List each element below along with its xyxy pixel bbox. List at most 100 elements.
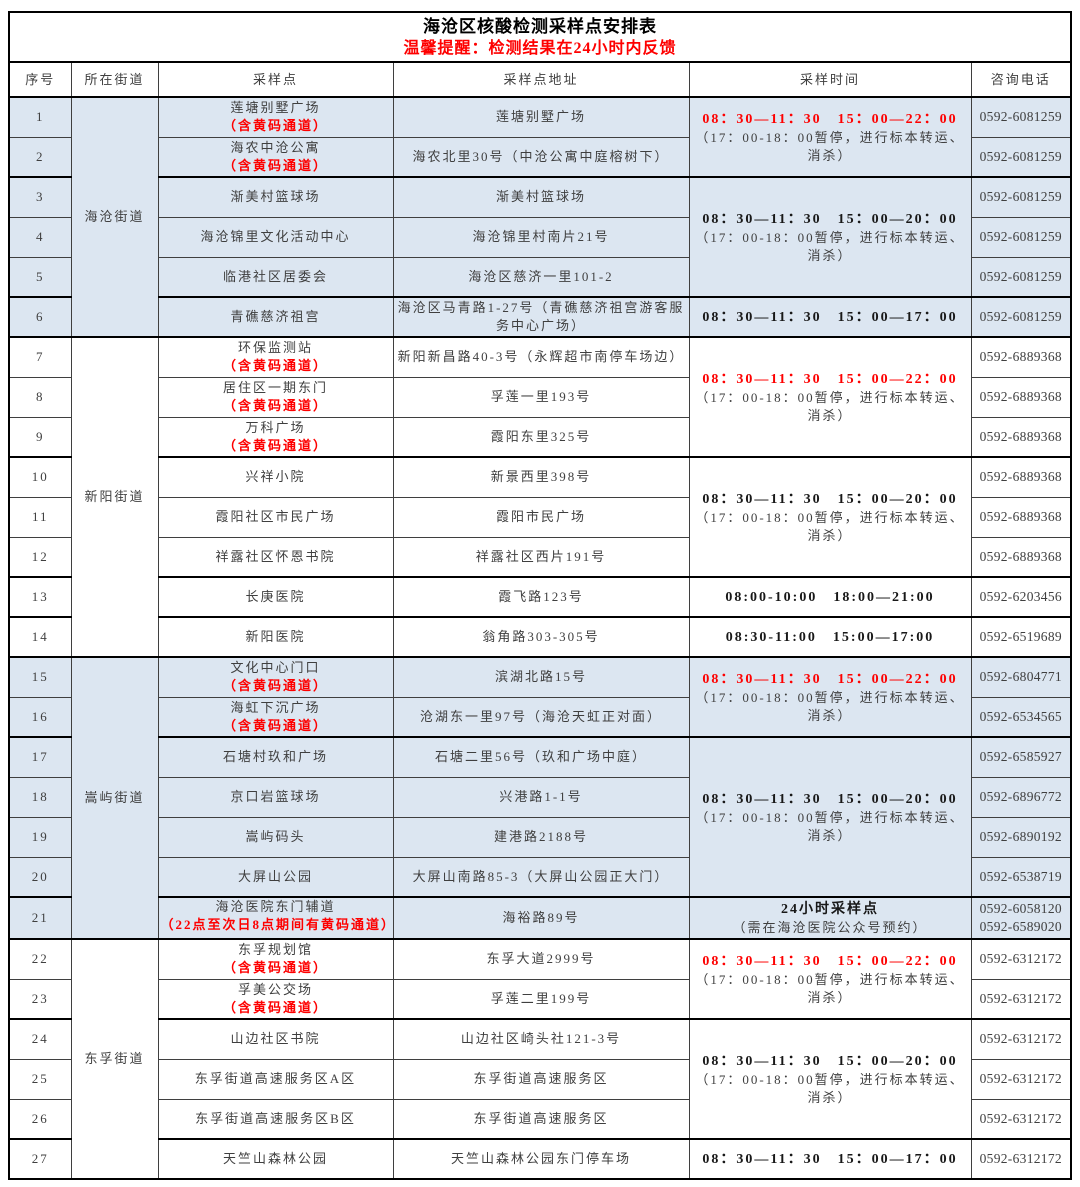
sampling-point-cell: 万科广场 （含黄码通道） [157,416,394,458]
sampling-point-text: 东孚街道高速服务区B区 [161,1110,391,1128]
phone-cell: 0592-6896772 [970,776,1072,818]
sampling-point-text: 东孚街道高速服务区A区 [161,1070,391,1088]
sampling-point-cell: 山边社区书院 [157,1018,394,1060]
sampling-time-cell: 08：30—11：30 15：00—17：00 [688,296,972,338]
sampling-point-name: 祥露社区怀恩书院 [215,548,336,564]
sampling-time-cell: 08：30—11：30 15：00—22：00 （17：00-18：00暂停，进行… [688,656,972,738]
sampling-time-cell: 08：30—11：30 15：00—22：00 （17：00-18：00暂停，进行… [688,96,972,178]
sampling-point-text: 东孚规划馆 （含黄码通道） [161,941,391,977]
yellow-code-note: （含黄码通道） [222,437,328,453]
page-title: 海沧区核酸检测采样点安排表 [423,16,658,36]
address-cell: 沧湖东一里97号（海沧天虹正对面） [392,696,690,738]
phone-number: 0592-6890192 [979,829,1062,844]
row-number-cell: 21 [8,896,72,940]
sampling-point-name: 石塘村玖和广场 [222,749,328,765]
sampling-point-text: 莲塘别墅广场 （含黄码通道） [161,99,391,135]
row-number-cell: 10 [8,456,72,498]
table-row: 25 东孚街道高速服务区A区 东孚街道高速服务区 0592-6312172 [8,1058,1072,1100]
phone-number: 0592-6519689 [979,629,1062,644]
phone-cell: 0592-6538719 [970,856,1072,898]
time-note: （17：00-18：00暂停，进行标本转运、消杀） [695,509,965,543]
phone-cell: 0592-6889368 [970,376,1072,418]
time-range: 08：30—11：30 15：00—17：00 [702,1151,958,1167]
table-row: 14 新阳医院 翁角路303-305号 08:30-11:00 15:00—17:00… [8,616,1072,658]
sampling-point-name: 大屏山公园 [237,868,313,884]
phone-cell: 0592-6534565 [970,696,1072,738]
phone-number: 0592-6889368 [979,469,1062,485]
phone-number: 0592-6203456 [979,589,1062,604]
sampling-point-text: 孚美公交场 （含黄码通道） [161,981,391,1017]
phone-cell: 0592-6203456 [970,576,1072,618]
sampling-point-text: 环保监测站 （含黄码通道） [161,339,391,375]
sampling-point-text: 嵩屿码头 [161,828,391,846]
sampling-time-cell: 08：30—11：30 15：00—20：00 （17：00-18：00暂停，进行… [688,1018,972,1140]
sampling-point-text: 万科广场 （含黄码通道） [161,419,391,455]
phone-cell: 0592-6889368 [970,496,1072,538]
phone-number: 0592-6312172 [979,990,1062,1006]
street-cell: 东孚街道 [70,938,159,1180]
phone-cell: 0592-6519689 [970,616,1072,658]
phone-number: 0592-6889368 [979,389,1062,404]
sampling-point-name: 霞阳社区市民广场 [215,509,336,524]
address-cell: 海农北里30号（中沧公寓中庭榕树下） [392,136,690,178]
row-number-cell: 7 [8,336,72,378]
table-row: 18 京口岩篮球场 兴港路1-1号 0592-6896772 [8,776,1072,818]
sampling-point-cell: 渐美村篮球场 [157,176,394,218]
address-cell: 东孚街道高速服务区 [392,1098,690,1140]
time-note: （需在海沧医院公众号预约） [732,919,928,935]
phone-number: 0592-6889368 [979,548,1062,564]
yellow-code-note: （22点至次日8点期间有黄码通道） [160,917,391,932]
time-note: （17：00-18：00暂停，进行标本转运、消杀） [695,229,965,263]
phone-number: 0592-6589020 [979,919,1062,934]
row-number-cell: 4 [8,216,72,258]
time-range: 08：30—11：30 15：00—20：00 [702,211,958,227]
phone-cell: 0592-6889368 [970,536,1072,578]
sampling-time-cell: 08：30—11：30 15：00—20：00 （17：00-18：00暂停，进行… [688,456,972,578]
row-number-cell: 3 [8,176,72,218]
sampling-point-name: 莲塘别墅广场 [230,100,321,116]
row-number-cell: 26 [8,1098,72,1140]
sampling-point-cell: 环保监测站 （含黄码通道） [157,336,394,378]
sampling-point-name: 东孚街道高速服务区B区 [195,1110,356,1126]
phone-cell: 0592-6890192 [970,816,1072,858]
sampling-time-cell: 08:00-10:00 18:00—21:00 [688,576,972,618]
phone-cell: 0592-6081259 [970,96,1072,138]
phone-cell: 0592-6081259 [970,176,1072,218]
address-cell: 兴港路1-1号 [392,776,690,818]
sampling-time-cell: 08：30—11：30 15：00—20：00 （17：00-18：00暂停，进行… [688,736,972,898]
table-row: 10 兴祥小院 新景西里398号 08：30—11：30 15：00—20：00 （17… [8,456,1072,578]
address-cell: 海沧锦里村南片21号 [392,216,690,258]
row-number-cell: 11 [8,496,72,538]
sampling-point-name: 海沧医院东门辅道 [215,899,336,914]
row-number-cell: 20 [8,856,72,898]
sampling-point-name: 京口岩篮球场 [230,789,321,804]
phone-number: 0592-6312172 [979,1071,1062,1086]
address-cell: 海裕路89号 [392,896,690,940]
row-number-cell: 13 [8,576,72,618]
sampling-point-text: 大屏山公园 [161,868,391,886]
table-row: 9 万科广场 （含黄码通道） 霞阳东里325号 0592-6889368 [8,416,1072,458]
sampling-point-name: 居住区一期东门 [222,380,328,395]
sampling-time-cell: 24小时采样点 （需在海沧医院公众号预约） [688,896,972,940]
table-row: 24 山边社区书院 山边社区崎头社121-3号 08：30—11：30 15：00—2… [8,1018,1072,1140]
table-row: 7 新阳街道 环保监测站 （含黄码通道） 新阳新昌路40-3号（永辉超市南停车场边） 08… [8,336,1072,658]
table-row: 23 孚美公交场 （含黄码通道） 孚莲二里199号 0592-6312172 [8,978,1072,1020]
sampling-point-name: 环保监测站 [237,340,313,356]
phone-cell: 0592-6081259 [970,136,1072,178]
time-note: （17：00-18：00暂停，进行标本转运、消杀） [695,129,965,163]
table-row: 12 祥露社区怀恩书院 祥露社区西片191号 0592-6889368 [8,536,1072,578]
address-cell: 孚莲一里193号 [392,376,690,418]
sampling-point-text: 祥露社区怀恩书院 [161,548,391,566]
street-cell: 嵩屿街道 [70,656,159,940]
address-cell: 天竺山森林公园东门停车场 [392,1138,690,1180]
phone-number: 0592-6081259 [979,309,1062,324]
table-row: 16 海虹下沉广场 （含黄码通道） 沧湖东一里97号（海沧天虹正对面） 0592-653… [8,696,1072,738]
sampling-point-cell: 霞阳社区市民广场 [157,496,394,538]
sampling-point-text: 霞阳社区市民广场 [161,508,391,526]
sampling-point-name: 万科广场 [245,419,306,435]
table-row: 22 东孚街道 东孚规划馆 （含黄码通道） 东孚大道2999号 08：30—11：30 1… [8,938,1072,1180]
phone-number: 0592-6889368 [979,349,1062,365]
column-header-row: 序号 所在街道 采样点 采样点地址 采样时间 咨询电话 [8,61,1072,98]
sampling-point-name: 青礁慈济祖宫 [230,309,321,324]
address-cell: 翁角路303-305号 [392,616,690,658]
